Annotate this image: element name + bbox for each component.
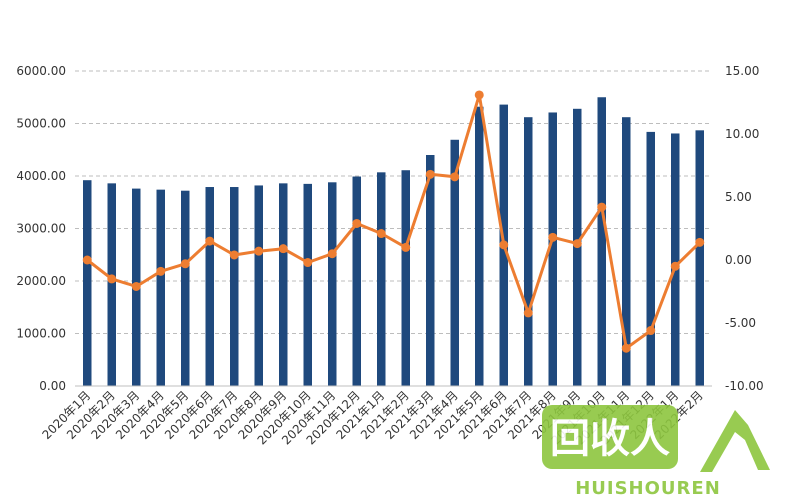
bar <box>426 155 435 386</box>
line-point <box>352 218 362 228</box>
line-point <box>278 244 288 254</box>
bar <box>646 131 655 386</box>
line-point <box>180 259 190 269</box>
line-point <box>205 236 215 246</box>
right-axis-ticks: -10.00 -5.00 0.00 5.00 10.00 15.00 <box>725 64 764 393</box>
right-tick-label: 5.00 <box>725 190 752 204</box>
bar <box>377 172 386 386</box>
bar <box>401 170 410 386</box>
line-point <box>401 242 411 252</box>
left-tick-label: 5000.00 <box>16 117 66 131</box>
line-point <box>597 202 607 212</box>
line-point <box>107 274 117 284</box>
right-tick-label: 10.00 <box>725 127 759 141</box>
left-tick-label: 2000.00 <box>16 274 66 288</box>
bar <box>83 180 92 386</box>
bar <box>156 189 165 386</box>
line-point <box>254 246 264 256</box>
left-tick-label: 6000.00 <box>16 64 66 78</box>
line-point <box>499 240 509 250</box>
bar <box>548 112 557 386</box>
line-point <box>156 266 166 276</box>
right-tick-label: 0.00 <box>725 253 752 267</box>
bar <box>107 183 116 386</box>
left-axis-ticks: 0.00 1000.00 2000.00 3000.00 4000.00 5000.00 6… <box>16 64 66 393</box>
line-point <box>327 249 337 259</box>
watermark-person-icon <box>700 410 770 472</box>
right-tick-label: -5.00 <box>725 316 756 330</box>
left-tick-label: 1000.00 <box>16 327 66 341</box>
bar <box>671 133 680 386</box>
line-point <box>572 239 582 249</box>
bar <box>279 183 288 386</box>
left-tick-label: 3000.00 <box>16 222 66 236</box>
line-point <box>131 281 141 291</box>
line-point <box>303 258 313 268</box>
line-series <box>82 90 705 353</box>
line-point <box>621 343 631 353</box>
bar <box>622 117 631 386</box>
watermark-logo-box <box>542 405 678 469</box>
line-point <box>229 250 239 260</box>
bar <box>303 183 312 386</box>
left-tick-label: 4000.00 <box>16 169 66 183</box>
line-point <box>646 326 656 336</box>
bar <box>230 187 239 386</box>
line-point <box>695 237 705 247</box>
bar <box>181 190 190 386</box>
right-tick-label: 15.00 <box>725 64 759 78</box>
line-point <box>474 90 484 100</box>
line-point <box>450 172 460 182</box>
watermark: 回收人 HUISHOUREN <box>542 405 770 499</box>
right-tick-label: -10.00 <box>725 379 764 393</box>
line-point <box>376 229 386 239</box>
bar <box>475 106 484 386</box>
watermark-logo-text: 回收人 <box>550 416 670 462</box>
bar <box>695 130 704 386</box>
series-line <box>86 93 701 350</box>
bar <box>597 97 606 386</box>
bar <box>254 185 263 386</box>
line-point <box>82 255 92 265</box>
left-tick-label: 0.00 <box>39 379 66 393</box>
bar <box>450 139 459 386</box>
line-point <box>425 169 435 179</box>
bar <box>328 182 337 386</box>
line-point <box>548 232 558 242</box>
line-point <box>670 261 680 271</box>
bar <box>352 176 361 386</box>
bar <box>205 187 214 386</box>
watermark-brand-text: HUISHOUREN <box>575 478 721 499</box>
line-point <box>523 308 533 318</box>
bar <box>524 117 533 386</box>
